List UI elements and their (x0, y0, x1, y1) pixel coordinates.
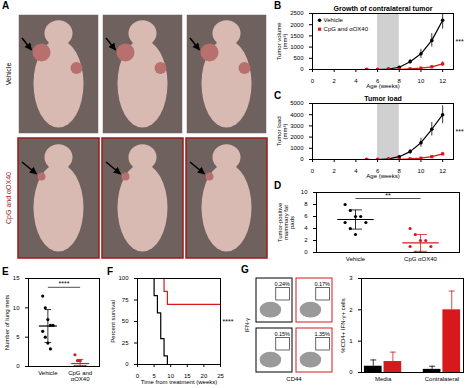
svg-text:6: 6 (304, 213, 308, 219)
svg-text:15: 15 (13, 275, 20, 281)
svg-text:3000: 3000 (290, 123, 304, 129)
svg-text:0: 0 (300, 66, 304, 72)
svg-text:15: 15 (184, 372, 191, 379)
svg-text:0: 0 (300, 156, 304, 162)
svg-text:50: 50 (122, 318, 129, 324)
svg-text:1500: 1500 (290, 33, 304, 39)
svg-text:0.15%: 0.15% (274, 331, 290, 337)
svg-text:1000: 1000 (290, 44, 304, 50)
svg-text:6: 6 (375, 167, 380, 174)
svg-text:4: 4 (354, 168, 358, 174)
svg-text:Tumor load: Tumor load (364, 95, 402, 102)
svg-text:Number of lung mets: Number of lung mets (4, 295, 10, 351)
svg-text:0: 0 (16, 363, 20, 369)
svg-text:Tumor load(mm³): Tumor load(mm³) (276, 116, 288, 146)
svg-text:0: 0 (311, 78, 315, 84)
svg-text:***: *** (456, 38, 464, 45)
svg-text:10: 10 (13, 305, 20, 311)
svg-text:3: 3 (349, 275, 353, 281)
svg-text:1: 1 (349, 338, 353, 344)
svg-text:****: **** (59, 280, 70, 287)
svg-text:%CD4+ IFN-γ+ cells: %CD4+ IFN-γ+ cells (340, 298, 346, 352)
svg-text:10: 10 (167, 372, 174, 379)
svg-text:Vehicle: Vehicle (5, 63, 12, 86)
svg-text:20: 20 (200, 372, 208, 379)
svg-text:100: 100 (118, 275, 129, 281)
svg-text:CD44: CD44 (286, 376, 302, 382)
svg-text:Media: Media (375, 376, 392, 382)
svg-text:2: 2 (333, 78, 337, 84)
svg-text:2: 2 (333, 168, 337, 174)
svg-text:10: 10 (418, 78, 425, 84)
html-text:C: C (274, 90, 282, 101)
html-text:D: D (274, 180, 282, 191)
svg-text:2000: 2000 (290, 22, 304, 28)
html-text:F: F (107, 266, 114, 277)
svg-text:500: 500 (293, 55, 304, 61)
svg-text:Contralateral: Contralateral (425, 376, 459, 382)
html-text:B: B (274, 0, 282, 11)
svg-text:0: 0 (311, 168, 315, 174)
svg-text:1000: 1000 (290, 145, 304, 151)
html-text:G: G (241, 264, 249, 275)
svg-text:25: 25 (122, 340, 129, 346)
svg-text:2500: 2500 (290, 10, 304, 16)
svg-text:CpG and αOX40: CpG and αOX40 (5, 172, 13, 224)
svg-text:4: 4 (354, 78, 358, 84)
svg-text:Vehicle: Vehicle (346, 256, 366, 262)
svg-text:12: 12 (439, 78, 446, 84)
svg-text:0: 0 (349, 369, 353, 375)
svg-text:6: 6 (375, 77, 380, 84)
svg-text:IFN-γ: IFN-γ (244, 318, 250, 333)
svg-text:****: **** (223, 318, 234, 325)
svg-text:1.35%: 1.35% (314, 331, 330, 337)
svg-text:Vehicle: Vehicle (38, 370, 58, 376)
svg-text:CpG andαOX40: CpG andαOX40 (68, 370, 92, 382)
svg-text:Percent survival: Percent survival (110, 300, 116, 343)
svg-text:25: 25 (217, 373, 224, 379)
svg-text:0.17%: 0.17% (314, 281, 330, 287)
svg-text:Tumor-positivemammary fatpads: Tumor-positivemammary fatpads (277, 202, 295, 242)
svg-text:8: 8 (304, 201, 308, 207)
svg-text:***: *** (456, 128, 464, 135)
svg-text:12: 12 (439, 168, 446, 174)
svg-text:Age (weeks): Age (weeks) (366, 173, 399, 179)
svg-text:8: 8 (397, 167, 401, 174)
svg-text:4000: 4000 (290, 112, 304, 118)
svg-text:2000: 2000 (290, 134, 304, 140)
svg-text:0: 0 (136, 373, 140, 379)
svg-text:4: 4 (304, 225, 308, 231)
svg-text:8: 8 (397, 77, 401, 84)
svg-text:10: 10 (301, 189, 308, 195)
svg-text:5: 5 (16, 334, 20, 340)
html-text:E: E (2, 266, 9, 277)
svg-text:Growth of contralateral tumor: Growth of contralateral tumor (334, 5, 433, 12)
svg-text:Time from treatment (weeks): Time from treatment (weeks) (141, 379, 217, 385)
svg-text:CpG αOX40: CpG αOX40 (404, 256, 437, 262)
svg-text:CpG and αOX40: CpG and αOX40 (324, 26, 369, 32)
svg-text:5: 5 (152, 372, 156, 379)
svg-text:Tumor volume(mm³): Tumor volume(mm³) (276, 22, 288, 61)
svg-text:0: 0 (304, 249, 308, 255)
svg-text:0: 0 (125, 361, 129, 367)
svg-text:2: 2 (349, 307, 353, 313)
html-text:A: A (2, 0, 10, 11)
svg-text:Vehicle: Vehicle (324, 17, 344, 23)
svg-text:2: 2 (304, 237, 308, 243)
svg-text:5000: 5000 (290, 100, 304, 106)
svg-text:10: 10 (418, 168, 425, 174)
svg-text:0.24%: 0.24% (274, 281, 290, 287)
svg-text:75: 75 (122, 297, 129, 303)
svg-text:Age (weeks): Age (weeks) (366, 83, 399, 89)
